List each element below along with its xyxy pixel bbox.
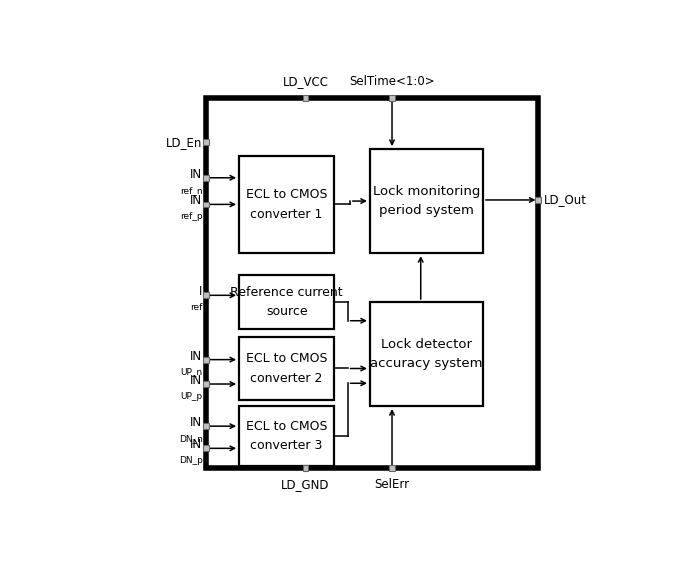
Bar — [389, 465, 395, 471]
Text: SelErr: SelErr — [374, 478, 409, 491]
Text: ECL to CMOS: ECL to CMOS — [246, 420, 328, 433]
Text: source: source — [266, 305, 307, 318]
Text: IN: IN — [190, 416, 202, 429]
Bar — [239, 156, 335, 253]
Text: IN: IN — [190, 168, 202, 181]
Text: ref: ref — [190, 304, 202, 312]
Text: IN: IN — [190, 350, 202, 363]
Bar — [239, 275, 335, 328]
Text: UP_p: UP_p — [181, 392, 202, 401]
Text: LD_En: LD_En — [166, 136, 202, 149]
Text: ref_p: ref_p — [180, 213, 202, 221]
Text: ref_n: ref_n — [180, 186, 202, 195]
Text: Lock detector: Lock detector — [381, 338, 472, 351]
Text: LD_GND: LD_GND — [281, 478, 330, 491]
Bar — [206, 98, 538, 468]
Text: DN_n: DN_n — [178, 434, 202, 443]
Bar — [203, 139, 209, 145]
Text: Reference current: Reference current — [230, 286, 343, 299]
Text: converter 3: converter 3 — [251, 439, 323, 452]
Text: LD_Out: LD_Out — [544, 194, 587, 206]
Text: SelTime<1:0>: SelTime<1:0> — [349, 75, 435, 88]
Bar — [302, 95, 309, 101]
Text: converter 1: converter 1 — [251, 208, 323, 221]
Bar — [389, 95, 395, 101]
Bar — [203, 175, 209, 181]
Text: IN: IN — [190, 374, 202, 387]
Text: DN_p: DN_p — [178, 456, 202, 465]
Bar — [370, 149, 483, 253]
Bar — [203, 381, 209, 387]
Text: IN: IN — [190, 438, 202, 452]
Text: Lock monitoring: Lock monitoring — [372, 185, 480, 198]
Text: ECL to CMOS: ECL to CMOS — [246, 353, 328, 365]
Text: period system: period system — [379, 204, 474, 217]
Bar — [239, 406, 335, 466]
Bar — [302, 465, 309, 471]
Text: I: I — [199, 285, 202, 298]
Bar — [203, 357, 209, 362]
Text: IN: IN — [190, 194, 202, 207]
Text: ECL to CMOS: ECL to CMOS — [246, 188, 328, 201]
Text: LD_VCC: LD_VCC — [283, 75, 328, 88]
Bar — [203, 293, 209, 298]
Bar — [203, 202, 209, 207]
Text: accuracy system: accuracy system — [370, 357, 482, 370]
Bar — [239, 338, 335, 400]
Bar — [536, 197, 541, 203]
Text: UP_n: UP_n — [181, 367, 202, 377]
Bar — [370, 302, 483, 406]
Bar — [203, 423, 209, 429]
Text: converter 2: converter 2 — [251, 372, 323, 385]
Bar — [203, 445, 209, 451]
